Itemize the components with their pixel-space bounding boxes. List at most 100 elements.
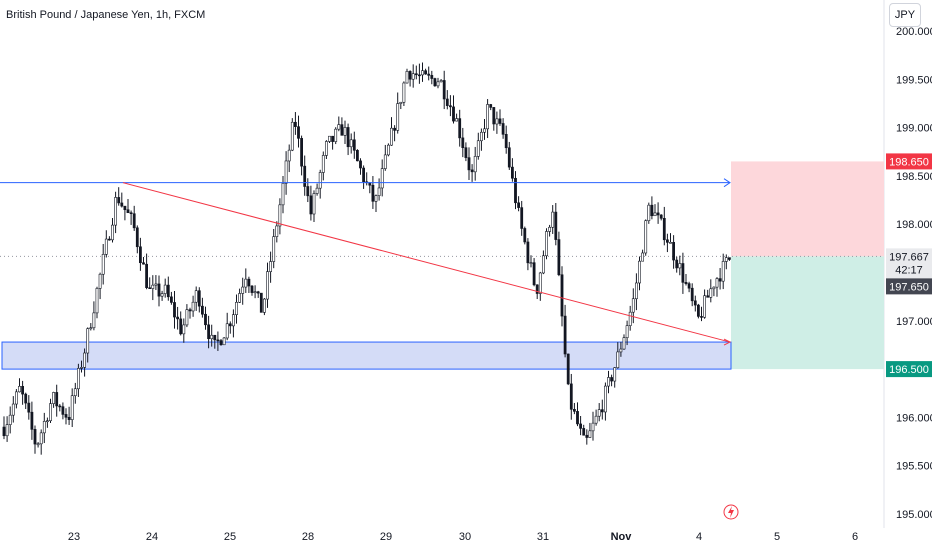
candle-body <box>371 184 375 202</box>
candle-body <box>638 260 641 284</box>
candle-body <box>396 103 400 131</box>
candle-body <box>241 286 245 294</box>
candle-body <box>173 302 176 318</box>
candle-body <box>597 409 601 417</box>
x-tick-label: 30 <box>459 531 471 543</box>
candle-body <box>461 137 465 148</box>
candle-body <box>541 255 545 274</box>
candle-body <box>312 193 316 215</box>
candle-body <box>458 118 462 139</box>
candle-body <box>417 74 421 77</box>
candle-body <box>579 423 583 429</box>
candle-body <box>566 353 570 385</box>
stop-loss-zone[interactable] <box>731 161 884 257</box>
candle-body <box>293 121 297 127</box>
candle-body <box>659 214 663 219</box>
support-zone[interactable] <box>1 341 732 370</box>
candle-body <box>139 246 142 264</box>
event-marker-icon[interactable] <box>723 504 739 520</box>
candle-body <box>18 386 21 393</box>
candle-body <box>405 71 409 84</box>
candle-body <box>24 393 28 404</box>
x-tick-label: 25 <box>224 531 236 543</box>
candle-body <box>126 209 130 214</box>
candle-body <box>610 377 614 382</box>
candle-body <box>464 147 468 158</box>
candle-body <box>182 324 186 335</box>
candle-body <box>411 73 415 80</box>
candle-body <box>374 195 378 202</box>
candle-body <box>185 309 189 326</box>
y-tick-label: 195.000 <box>896 509 932 521</box>
horizontal-line-arrow-icon <box>723 178 731 188</box>
candle-body <box>290 121 294 151</box>
candle-body <box>721 261 725 282</box>
candle-body <box>8 414 12 425</box>
candle-body <box>520 207 524 229</box>
x-tick-label: 6 <box>852 531 858 543</box>
take-profit-zone[interactable] <box>731 256 884 370</box>
candle-body <box>33 429 37 445</box>
candle-body <box>393 127 397 131</box>
x-tick-label: 28 <box>302 531 314 543</box>
candle-body <box>287 149 291 162</box>
candle-body <box>625 325 629 339</box>
candle-body <box>613 367 617 382</box>
candle-body <box>49 403 52 422</box>
candle-body <box>92 312 96 329</box>
candle-body <box>644 220 648 254</box>
candle-body <box>191 301 195 312</box>
candle-body <box>439 80 443 83</box>
candle-body <box>665 239 669 243</box>
candle-body <box>628 311 632 326</box>
take-profit-price-tag-text: 196.500 <box>889 364 929 376</box>
candle-body <box>284 160 288 184</box>
candle-body <box>98 273 102 289</box>
candle-body <box>89 327 93 330</box>
candle-body <box>582 428 586 436</box>
currency-button[interactable]: JPY <box>889 3 921 27</box>
candle-body <box>362 167 366 183</box>
candle-body <box>390 127 393 146</box>
candle-body <box>61 406 65 415</box>
candle-body <box>151 284 155 289</box>
candle-body <box>675 259 679 269</box>
candle-body <box>355 150 359 162</box>
candle-body <box>58 405 62 408</box>
candle-body <box>529 262 533 264</box>
candle-body <box>340 124 344 136</box>
candle-body <box>247 278 251 287</box>
candle-body <box>517 202 521 208</box>
x-tick-label: Nov <box>611 531 633 543</box>
candle-body <box>5 424 9 437</box>
candle-body <box>120 202 124 207</box>
candle-body <box>145 263 149 288</box>
candle-body <box>650 204 654 217</box>
candle-body <box>560 274 564 317</box>
candle-body <box>163 284 167 294</box>
candle-body <box>727 257 731 260</box>
candle-body <box>724 257 728 262</box>
candle-body <box>445 98 449 106</box>
candle-body <box>535 284 539 294</box>
candle-body <box>238 293 242 303</box>
candle-body <box>414 73 418 76</box>
candle-body <box>210 334 214 340</box>
candle-body <box>715 278 719 288</box>
candle-body <box>442 80 446 100</box>
candle-body <box>275 225 279 237</box>
candle-body <box>557 239 561 276</box>
x-tick-label: 31 <box>537 531 549 543</box>
candle-body <box>433 78 437 87</box>
candle-body <box>39 432 43 445</box>
trendline[interactable] <box>122 182 731 343</box>
last-price-tag <box>886 248 932 279</box>
candle-body <box>170 296 173 303</box>
candle-body <box>67 416 71 420</box>
candle-body <box>619 348 623 353</box>
candle-body <box>321 155 325 173</box>
candle-body <box>343 127 347 136</box>
candle-body <box>548 226 552 232</box>
candle-body <box>514 177 517 204</box>
